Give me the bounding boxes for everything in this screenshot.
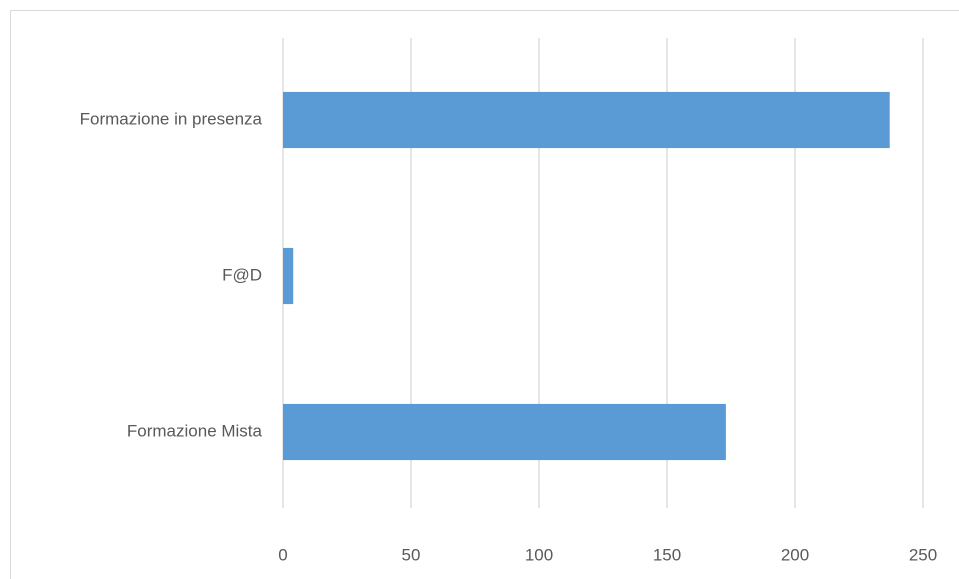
y-tick-label: Formazione Mista [127, 421, 263, 440]
x-tick-label: 200 [781, 545, 809, 564]
x-tick-label: 50 [402, 545, 421, 564]
bar [283, 403, 726, 461]
x-tick-label: 250 [909, 545, 937, 564]
x-tick-label: 150 [653, 545, 681, 564]
x-tick-label: 0 [278, 545, 287, 564]
bar [283, 91, 890, 149]
bar [283, 247, 294, 305]
x-tick-label: 100 [525, 545, 553, 564]
y-tick-label: Formazione in presenza [80, 109, 263, 128]
y-tick-label: F@D [222, 265, 262, 284]
